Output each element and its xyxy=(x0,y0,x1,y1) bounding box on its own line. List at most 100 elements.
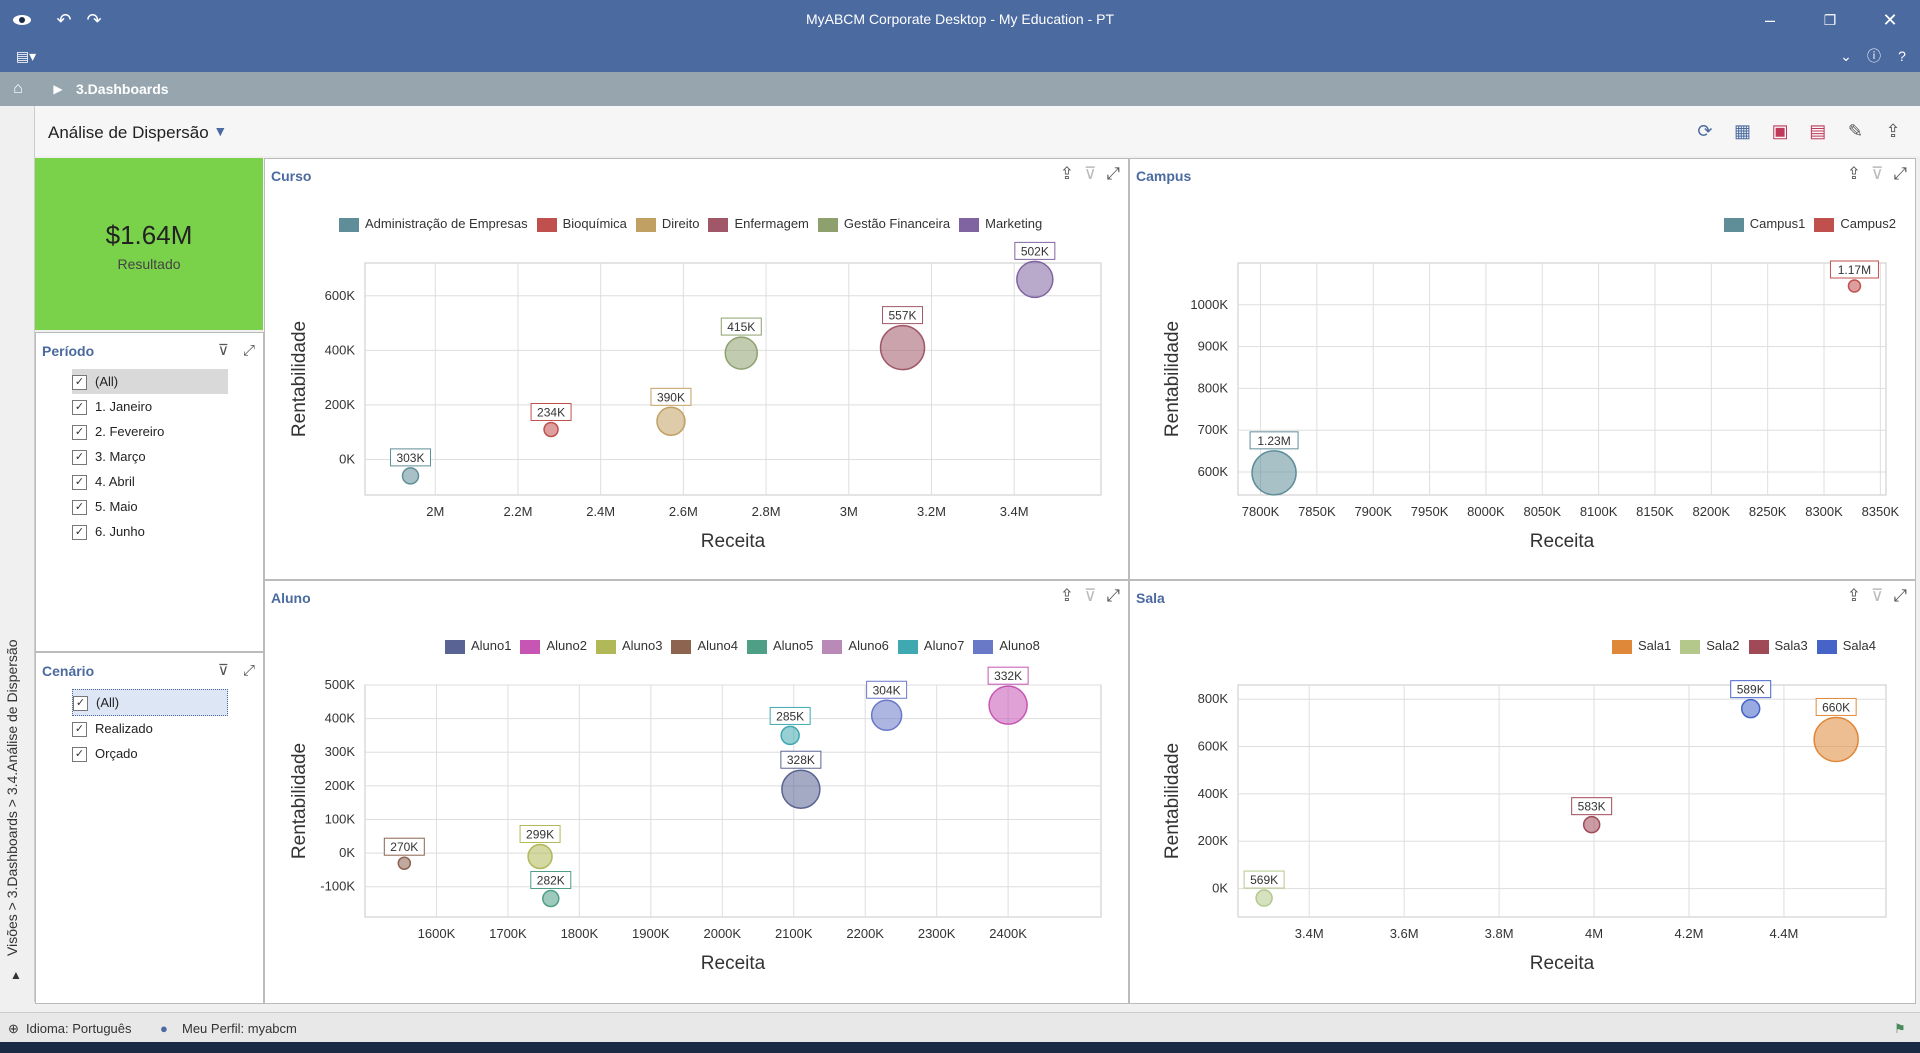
layout-menu-icon[interactable]: ▤▾ xyxy=(15,48,37,64)
data-point-bubble[interactable] xyxy=(1016,260,1054,299)
filter-icon[interactable]: ▼ xyxy=(213,123,228,139)
clear-filter-icon[interactable]: ⊽ xyxy=(1083,164,1097,183)
legend-item[interactable]: Administração de Empresas xyxy=(339,216,528,232)
checkbox-checked-icon[interactable]: ✓ xyxy=(72,450,87,466)
maximize-icon[interactable]: ⤢ xyxy=(1106,164,1120,183)
legend-item[interactable]: Enfermagem xyxy=(708,216,809,232)
clear-filter-icon[interactable]: ⊽ xyxy=(1083,586,1097,605)
filter-option[interactable]: ✓ Orçado xyxy=(72,741,228,766)
undo-icon[interactable]: ↶ xyxy=(56,10,72,30)
save-icon[interactable]: ▣ xyxy=(1771,121,1789,141)
maximize-icon[interactable]: ⤢ xyxy=(1893,164,1907,183)
legend-item[interactable]: Sala3 xyxy=(1748,638,1808,654)
profile-status[interactable]: Meu Perfil: myabcm xyxy=(182,1021,297,1036)
data-point-bubble[interactable] xyxy=(988,685,1028,725)
checkbox-checked-icon[interactable]: ✓ xyxy=(72,525,87,541)
filter-option[interactable]: ✓ 4. Abril xyxy=(72,469,228,494)
breadcrumb-item[interactable]: 3.Dashboards xyxy=(76,81,169,97)
home-icon[interactable]: ⌂ xyxy=(13,80,23,97)
checkbox-checked-icon[interactable]: ✓ xyxy=(72,722,87,738)
checkbox-checked-icon[interactable]: ✓ xyxy=(72,400,87,416)
edit-icon[interactable]: ✎ xyxy=(1847,121,1863,141)
checkbox-checked-icon[interactable]: ✓ xyxy=(72,375,87,391)
checkbox-checked-icon[interactable]: ✓ xyxy=(72,747,87,763)
data-point-bubble[interactable] xyxy=(1582,815,1601,834)
export-icon[interactable]: ⇪ xyxy=(1885,121,1901,141)
legend-item[interactable]: Bioquímica xyxy=(536,216,627,232)
clear-filter-icon[interactable]: ⊽ xyxy=(1870,164,1884,183)
data-point-bubble[interactable] xyxy=(401,467,420,485)
legend-item[interactable]: Aluno8 xyxy=(973,638,1040,654)
legend-item[interactable]: Aluno1 xyxy=(445,638,511,654)
maximize-icon[interactable]: ⤢ xyxy=(1106,586,1120,605)
info-icon[interactable]: ⓘ xyxy=(1867,48,1881,64)
refresh-icon[interactable]: ⟳ xyxy=(1697,121,1713,141)
data-point-bubble[interactable] xyxy=(780,725,800,746)
triangle-up-icon[interactable]: ▲ xyxy=(10,968,22,982)
maximize-icon[interactable]: ⤢ xyxy=(242,662,255,679)
close-icon[interactable]: ✕ xyxy=(1882,10,1898,30)
clear-filter-icon[interactable]: ⊽ xyxy=(1870,586,1884,605)
restore-icon[interactable]: ❐ xyxy=(1823,12,1837,28)
export-icon[interactable]: ⇪ xyxy=(1846,586,1861,605)
data-point-bubble[interactable] xyxy=(1255,889,1273,907)
data-point-bubble[interactable] xyxy=(1847,279,1862,293)
data-point-bubble[interactable] xyxy=(1740,698,1761,719)
chevron-down-icon[interactable]: ⌄ xyxy=(1840,48,1852,64)
legend-item[interactable]: Aluno7 xyxy=(897,638,964,654)
data-point-bubble[interactable] xyxy=(527,843,553,870)
legend-item[interactable]: Direito xyxy=(635,216,699,232)
legend-item[interactable]: Aluno3 xyxy=(595,638,662,654)
filter-option[interactable]: ✓ Realizado xyxy=(72,716,228,741)
data-point-bubble[interactable] xyxy=(781,769,821,809)
eye-logo-icon[interactable] xyxy=(10,8,34,32)
data-point-bubble[interactable] xyxy=(656,406,686,437)
legend-item[interactable]: Aluno2 xyxy=(520,638,587,654)
checkbox-checked-icon[interactable]: ✓ xyxy=(72,425,87,441)
legend-item[interactable]: Campus2 xyxy=(1814,216,1896,232)
side-path-label[interactable]: Visões > 3.Dashboards > 3.4.Análise de D… xyxy=(4,639,20,957)
filter-option[interactable]: ✓ 5. Maio xyxy=(72,494,228,519)
flag-icon[interactable]: ⚑ xyxy=(1894,1021,1906,1036)
export-icon[interactable]: ⇪ xyxy=(1059,586,1074,605)
redo-icon[interactable]: ↷ xyxy=(86,10,102,30)
data-point-bubble[interactable] xyxy=(543,421,559,438)
filter-option[interactable]: ✓ 2. Fevereiro xyxy=(72,419,228,444)
legend-item[interactable]: Sala1 xyxy=(1612,638,1671,654)
legend-item[interactable]: Marketing xyxy=(959,216,1042,232)
checkbox-checked-icon[interactable]: ✓ xyxy=(73,696,88,712)
filter-option[interactable]: ✓ (All) xyxy=(72,689,228,716)
save-as-icon[interactable]: ▤ xyxy=(1809,121,1827,141)
data-point-bubble[interactable] xyxy=(1813,716,1859,763)
language-status[interactable]: Idioma: Português xyxy=(26,1021,132,1036)
legend-item[interactable]: Campus1 xyxy=(1723,216,1805,232)
export-icon[interactable]: ⇪ xyxy=(1846,164,1861,183)
legend-item[interactable]: Sala4 xyxy=(1816,638,1876,654)
filter-option[interactable]: ✓ (All) xyxy=(72,369,228,394)
checkbox-checked-icon[interactable]: ✓ xyxy=(72,475,87,491)
export-icon[interactable]: ⇪ xyxy=(1059,164,1074,183)
filter-option[interactable]: ✓ 1. Janeiro xyxy=(72,394,228,419)
data-point-bubble[interactable] xyxy=(542,889,560,908)
legend-item[interactable]: Aluno6 xyxy=(822,638,889,654)
data-point-bubble[interactable] xyxy=(879,324,926,371)
globe-icon[interactable]: ⊕ xyxy=(8,1021,19,1036)
legend-item[interactable]: Aluno5 xyxy=(746,638,813,654)
maximize-icon[interactable]: ⤢ xyxy=(242,342,255,359)
help-icon[interactable]: ? xyxy=(1898,48,1906,64)
maximize-icon[interactable]: ⤢ xyxy=(1893,586,1907,605)
minimize-icon[interactable]: – xyxy=(1764,10,1775,30)
checkbox-checked-icon[interactable]: ✓ xyxy=(72,500,87,516)
clear-filter-icon[interactable]: ⊽ xyxy=(217,342,229,359)
legend-item[interactable]: Aluno4 xyxy=(671,638,738,654)
legend-item[interactable]: Gestão Financeira xyxy=(817,216,950,232)
data-point-bubble[interactable] xyxy=(1251,450,1297,496)
clear-filter-icon[interactable]: ⊽ xyxy=(217,662,229,679)
data-point-bubble[interactable] xyxy=(724,336,759,370)
user-icon[interactable]: ● xyxy=(160,1021,168,1036)
data-point-bubble[interactable] xyxy=(397,856,412,870)
grid-icon[interactable]: ▦ xyxy=(1733,121,1751,141)
legend-item[interactable]: Sala2 xyxy=(1680,638,1740,654)
filter-option[interactable]: ✓ 3. Março xyxy=(72,444,228,469)
filter-option[interactable]: ✓ 6. Junho xyxy=(72,519,228,544)
